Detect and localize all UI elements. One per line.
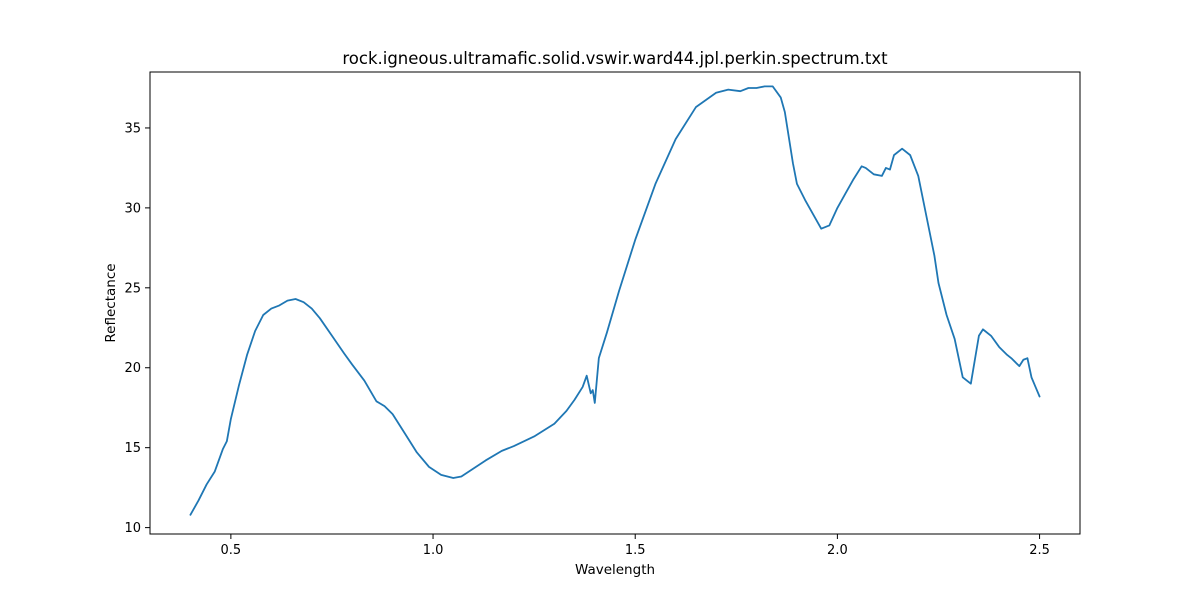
plot-area-frame — [149, 71, 1081, 535]
y-tick-label: 10 — [124, 521, 141, 536]
y-tick-label: 25 — [124, 281, 141, 296]
x-tick-label: 1.5 — [625, 543, 646, 558]
y-tick-label: 35 — [124, 121, 141, 136]
x-tick-label: 2.5 — [1029, 543, 1050, 558]
y-tick-label: 30 — [124, 201, 141, 216]
x-tick-label: 0.5 — [221, 543, 242, 558]
series-line-0 — [189, 85, 1041, 516]
y-tick-label: 20 — [124, 361, 141, 376]
y-axis: 10 15 20 25 30 35 — [124, 121, 150, 536]
plot-line-layer — [189, 85, 1041, 516]
y-tick-label: 15 — [124, 441, 141, 456]
x-axis-label: Wavelength — [575, 562, 655, 578]
y-axis-label: Reflectance — [103, 263, 119, 342]
x-tick-label: 2.0 — [827, 543, 848, 558]
x-tick-label: 1.0 — [423, 543, 444, 558]
chart-title: rock.igneous.ultramafic.solid.vswir.ward… — [342, 49, 888, 68]
x-axis: 0.5 1.0 1.5 2.0 2.5 — [221, 534, 1050, 558]
